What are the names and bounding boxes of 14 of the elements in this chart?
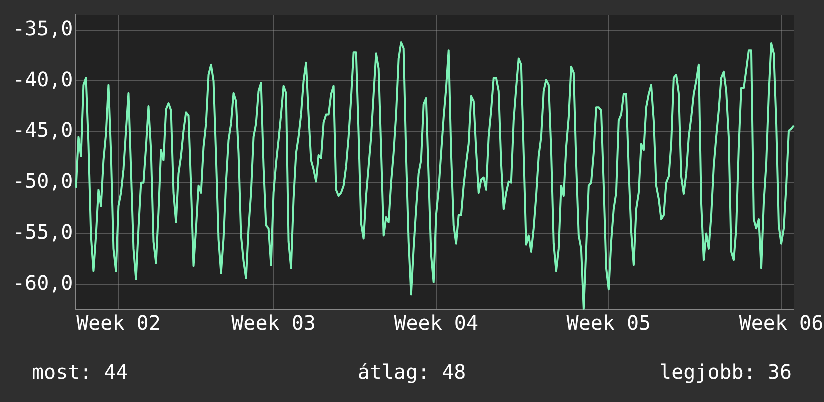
y-tick-label: -40,0	[12, 67, 74, 92]
y-tick-label: -50,0	[12, 169, 74, 194]
text: átlag: 48	[358, 360, 466, 384]
text: legjobb: 36	[660, 360, 792, 384]
x-tick-label: Week 05	[566, 311, 652, 336]
text: most: 44	[32, 360, 128, 384]
x-tick-label: Week 03	[232, 311, 316, 336]
x-tick-label: Week 02	[76, 311, 161, 336]
x-tick-label: Week 04	[394, 311, 478, 336]
y-tick-label: -55,0	[12, 220, 74, 244]
y-tick-label: -60,0	[12, 270, 74, 295]
y-tick-label: -35,0	[12, 16, 74, 40]
y-tick-label: -45,0	[12, 118, 74, 142]
x-tick-label: Week 06	[739, 311, 824, 336]
